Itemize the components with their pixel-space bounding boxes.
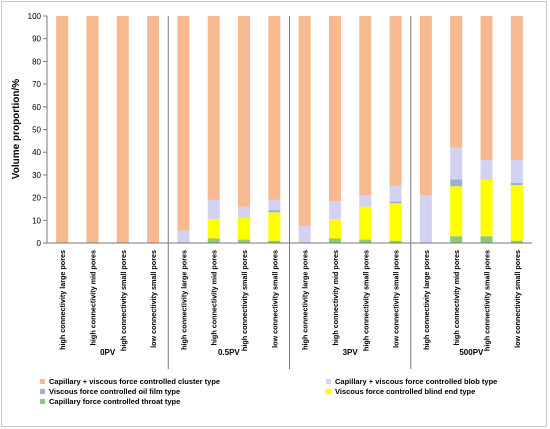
- bar-segment-4-3: [147, 16, 160, 243]
- bar-segment-3-8: [298, 225, 311, 243]
- y-tick-label: 70: [32, 80, 41, 89]
- bar-segment-4-0: [56, 16, 69, 243]
- y-tick-label: 30: [32, 171, 41, 180]
- y-tick-label: 10: [32, 216, 41, 225]
- x-category-label: low connectivity small pores: [270, 250, 279, 348]
- bar-segment-2-13: [450, 179, 463, 187]
- y-tick-label: 100: [28, 12, 42, 21]
- x-category-label: high connectivity small pores: [240, 250, 249, 351]
- x-category-label: high connectivity mid pores: [210, 250, 219, 345]
- legend-swatch: [326, 389, 331, 394]
- bar-segment-1-9: [328, 219, 341, 239]
- bar-segment-1-6: [238, 218, 251, 240]
- bar-segment-0-13: [450, 236, 463, 243]
- bar-segment-1-11: [389, 203, 402, 241]
- group-label: 0PV: [100, 348, 116, 357]
- bar-segment-3-6: [238, 206, 251, 219]
- x-category-labels-layer: high connectivity large pores high connec…: [58, 250, 522, 351]
- bar-segment-4-12: [419, 16, 432, 196]
- bar-segment-3-4: [177, 230, 190, 243]
- bar-segment-0-10: [359, 239, 372, 243]
- bar-segment-4-13: [450, 16, 463, 148]
- bar-segment-4-1: [86, 16, 99, 243]
- x-category-label: high connectivity mid pores: [331, 250, 340, 345]
- y-tick-label: 60: [32, 103, 41, 112]
- x-category-label: low connectivity small pores: [149, 250, 158, 348]
- bar-segment-1-15: [510, 185, 523, 241]
- x-category-label: low connectivity small pores: [392, 250, 401, 348]
- bar-segment-1-13: [450, 186, 463, 237]
- group-label: 500PV: [459, 348, 484, 357]
- x-category-label: high connectivity mid pores: [452, 250, 461, 345]
- x-category-label: high connectivity large pores: [422, 250, 431, 350]
- x-category-label: high connectivity large pores: [301, 250, 310, 350]
- y-ticks-layer: 0 10 20 30 40 50 60 70 80 90 100: [28, 12, 47, 248]
- bar-segment-3-12: [419, 195, 432, 243]
- bar-segment-3-13: [450, 147, 463, 180]
- legend-label: Capillary + viscous force controlled blo…: [335, 377, 497, 386]
- legend-swatch: [40, 379, 45, 384]
- bar-segment-1-10: [359, 206, 372, 240]
- group-label: 0.5PV: [218, 348, 240, 357]
- y-tick-label: 20: [32, 194, 41, 203]
- bar-segment-2-7: [268, 210, 281, 213]
- bars-layer: [56, 16, 523, 243]
- y-tick-label: 50: [32, 126, 41, 135]
- bar-segment-4-6: [238, 16, 251, 207]
- x-category-label: high connectivity large pores: [58, 250, 67, 350]
- bar-segment-3-7: [268, 199, 281, 211]
- legend-swatch: [40, 389, 45, 394]
- legend-label: Viscous force controlled blind end type: [335, 387, 475, 396]
- x-category-label: high connectivity small pores: [119, 250, 128, 351]
- legend: Capillary + viscous force controlled clu…: [40, 377, 497, 406]
- x-category-label: high connectivity large pores: [179, 250, 188, 350]
- bar-segment-4-10: [359, 16, 372, 196]
- bar-segment-0-11: [389, 240, 402, 243]
- bar-segment-0-5: [207, 238, 220, 243]
- bar-segment-0-14: [480, 236, 493, 243]
- y-tick-label: 40: [32, 148, 41, 157]
- bar-segment-0-7: [268, 240, 281, 243]
- bar-segment-4-2: [116, 16, 129, 243]
- legend-swatch: [40, 399, 45, 404]
- bar-segment-4-7: [268, 16, 281, 200]
- bar-segment-0-15: [510, 240, 523, 243]
- bar-segment-3-11: [389, 185, 402, 202]
- legend-label: Viscous force controlled oil film type: [49, 387, 180, 396]
- bar-segment-1-5: [207, 219, 220, 239]
- bar-segment-3-10: [359, 195, 372, 207]
- x-category-label: high connectivity small pores: [483, 250, 492, 351]
- y-tick-label: 0: [37, 239, 42, 248]
- bar-segment-4-9: [328, 16, 341, 201]
- bar-segment-2-11: [389, 201, 402, 204]
- bar-segment-4-5: [207, 16, 220, 200]
- bar-segment-2-15: [510, 182, 523, 186]
- bar-segment-1-7: [268, 212, 281, 241]
- y-axis-title: Volume proportion/%: [11, 79, 22, 179]
- bar-segment-3-15: [510, 160, 523, 183]
- bar-segment-1-14: [480, 179, 493, 237]
- x-category-label: low connectivity small pores: [513, 250, 522, 348]
- group-label: 3PV: [343, 348, 359, 357]
- bar-segment-0-9: [328, 238, 341, 243]
- bar-segment-3-5: [207, 199, 220, 220]
- legend-label: Capillary force controlled throat type: [49, 397, 180, 406]
- bar-segment-3-14: [480, 160, 493, 180]
- x-category-label: high connectivity mid pores: [88, 250, 97, 345]
- bar-segment-4-11: [389, 16, 402, 186]
- bar-segment-4-15: [510, 16, 523, 161]
- group-labels-layer: 0PV 0.5PV 3PV 500PV: [100, 16, 484, 369]
- y-tick-label: 90: [32, 35, 41, 44]
- y-tick-label: 80: [32, 57, 41, 66]
- bar-segment-4-8: [298, 16, 311, 226]
- bar-segment-4-4: [177, 16, 190, 231]
- x-category-label: high connectivity small pores: [361, 250, 370, 351]
- bar-segment-4-14: [480, 16, 493, 161]
- bar-segment-0-6: [238, 239, 251, 243]
- legend-label: Capillary + viscous force controlled clu…: [49, 377, 220, 386]
- bar-segment-3-9: [328, 201, 341, 220]
- legend-swatch: [326, 379, 331, 384]
